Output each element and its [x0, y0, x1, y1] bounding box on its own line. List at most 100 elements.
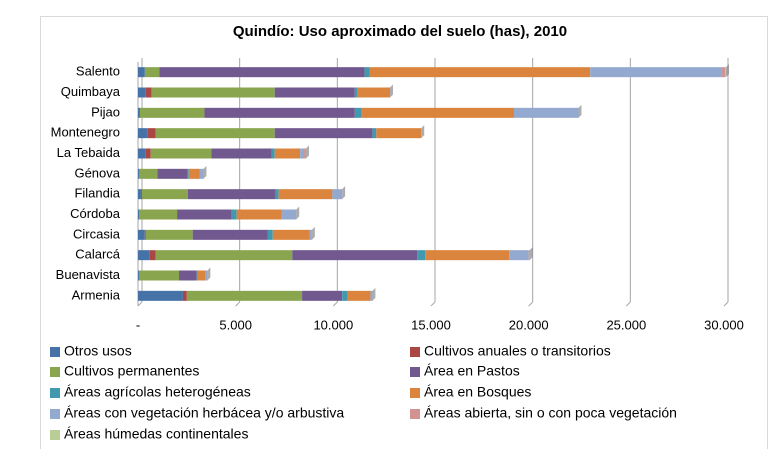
bar-segment: [342, 290, 348, 301]
y-tick-label: La Tebaida: [57, 145, 121, 160]
bar-segment: [188, 168, 200, 179]
bar-segment: [150, 148, 212, 159]
bar-segment: [272, 229, 310, 240]
bar-segment: [347, 290, 371, 301]
bar-segment: [187, 189, 276, 200]
bar-end-depth: [207, 267, 211, 281]
x-tick-label: 25.000: [606, 317, 646, 332]
bar-segment: [186, 290, 303, 301]
bar-segment: [274, 148, 301, 159]
bar-segment: [138, 67, 145, 78]
bar-end-depth: [725, 64, 729, 78]
grid-line-depth: [430, 301, 436, 307]
bar-segment: [721, 67, 725, 78]
bar-end-depth: [578, 104, 582, 118]
bar-segment: [138, 270, 139, 281]
bar-segment: [425, 250, 510, 261]
bar-end-depth: [342, 186, 346, 200]
y-tick-label: Montenegro: [51, 125, 120, 140]
y-tick-label: Córdoba: [70, 206, 121, 221]
bar-segment: [231, 209, 237, 220]
bar-segment: [145, 229, 193, 240]
bar-segment: [138, 209, 139, 220]
y-tick-label: Quimbaya: [61, 84, 121, 99]
bar-end-depth: [296, 206, 300, 220]
bar-end-depth: [372, 287, 376, 301]
grid-line-depth: [332, 301, 338, 307]
bar-end-depth: [421, 125, 425, 139]
bar-segment: [332, 189, 343, 200]
bar-segment: [140, 189, 142, 200]
bar-segment: [300, 148, 305, 159]
bar-segment: [138, 250, 150, 261]
bar-segment: [590, 67, 722, 78]
bar-segment: [292, 250, 418, 261]
legend-label: Áreas húmedas continentales: [64, 426, 248, 442]
legend-swatch: [50, 430, 60, 440]
y-tick-label: Buenavista: [56, 267, 121, 282]
x-tick-label: 10.000: [313, 317, 353, 332]
bar-segment: [196, 270, 198, 281]
bar-segment: [357, 87, 390, 98]
y-tick-label: Salento: [76, 64, 120, 79]
x-tick-label: 30.000: [704, 317, 744, 332]
bar-segment: [151, 87, 275, 98]
bar-segment: [514, 107, 579, 118]
legend-label: Área en Pastos: [424, 363, 520, 379]
bar-segment: [267, 229, 273, 240]
grid-line-depth: [625, 301, 631, 307]
bar-segment: [236, 209, 282, 220]
bar-segment: [361, 107, 515, 118]
bar-segment: [141, 189, 188, 200]
legend-swatch: [50, 409, 60, 419]
legend-swatch: [50, 347, 60, 357]
bar-segment: [177, 209, 232, 220]
y-tick-label: Armenia: [72, 287, 121, 302]
bar-segment: [138, 87, 146, 98]
bar-segment: [138, 168, 139, 179]
bar-segment: [354, 87, 358, 98]
bar-segment: [145, 87, 152, 98]
bar-segment: [724, 67, 726, 78]
bar-segment: [354, 107, 362, 118]
bar-segment: [197, 270, 206, 281]
x-tick-label: -: [136, 317, 140, 332]
bar-end-depth: [305, 145, 309, 159]
bar-segment: [138, 270, 180, 281]
bar-segment: [159, 67, 365, 78]
bar-segment: [199, 168, 204, 179]
legend-swatch: [410, 388, 420, 398]
y-tick-label: Calarcá: [75, 247, 121, 262]
bar-segment: [376, 128, 422, 139]
bar-segment: [138, 148, 146, 159]
bar-segment: [157, 168, 188, 179]
legend-label: Áreas abierta, sin o con poca vegetación: [424, 405, 677, 421]
x-tick-label: 20.000: [509, 317, 549, 332]
bar-segment: [144, 229, 146, 240]
bar-segment: [155, 128, 275, 139]
legend-swatch: [410, 347, 420, 357]
bar-segment: [138, 107, 140, 118]
bar-segment: [187, 168, 189, 179]
bar-segment: [155, 250, 293, 261]
grid-line-depth: [235, 301, 241, 307]
bar-segment: [509, 250, 529, 261]
legend-label: Área en Bosques: [424, 384, 531, 400]
grid-line-depth: [528, 301, 534, 307]
legend-label: Cultivos anuales o transitorios: [424, 343, 611, 359]
bar-segment: [149, 250, 156, 261]
bar-segment: [144, 67, 160, 78]
grid-line-depth: [723, 301, 729, 307]
legend-label: Otros usos: [64, 343, 132, 359]
bar-segment: [192, 229, 268, 240]
y-tick-label: Génova: [74, 165, 120, 180]
bar-segment: [274, 128, 373, 139]
bar-segment: [179, 270, 197, 281]
bar-segment: [204, 107, 355, 118]
bar-segment: [372, 128, 377, 139]
chart-title: Quindío: Uso aproximado del suelo (has),…: [233, 23, 567, 40]
y-tick-label: Pijao: [91, 104, 120, 119]
bar-segment: [138, 209, 178, 220]
bar-end-depth: [311, 226, 315, 240]
legend-swatch: [50, 367, 60, 377]
